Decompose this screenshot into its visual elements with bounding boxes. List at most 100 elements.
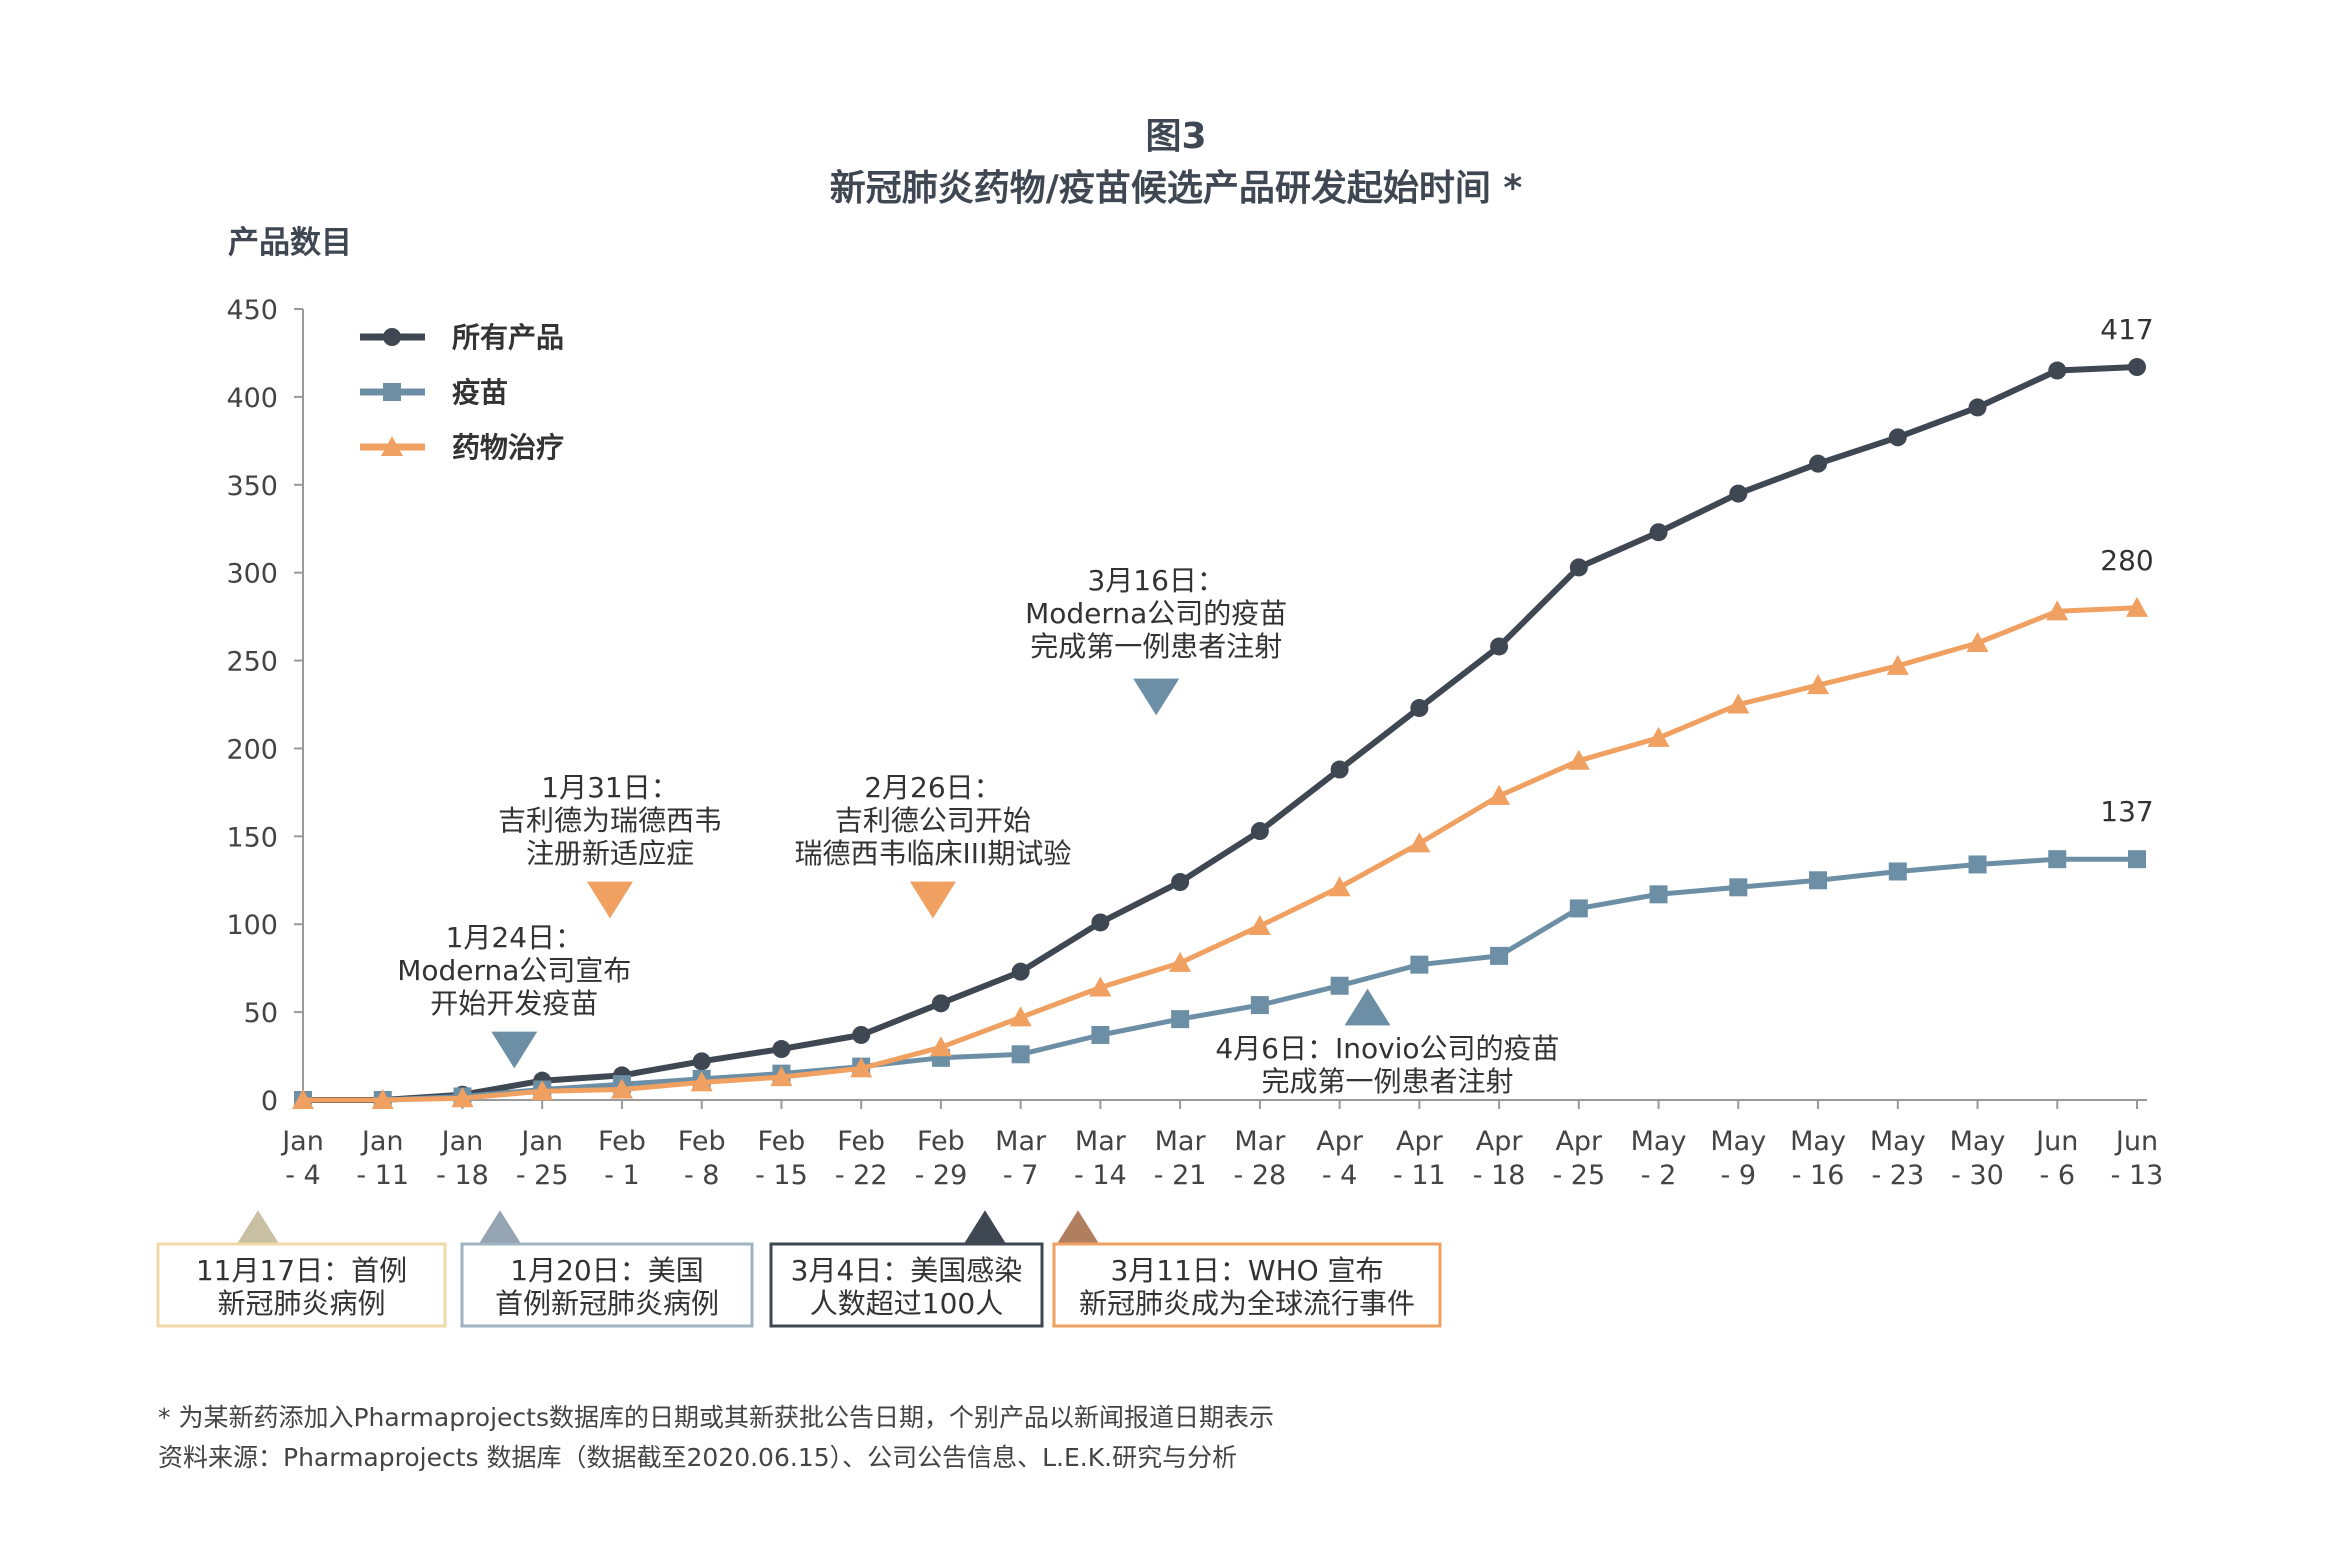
data-point [1011,1045,1030,1064]
data-point [451,1087,474,1108]
end-value-label: 137 [2100,795,2153,828]
data-point [2128,850,2146,869]
x-tick-label: May [1631,1126,1687,1157]
event-box-frame [460,1242,754,1328]
x-tick-label: Jun [2034,1126,2078,1157]
x-tick-label: Jan [280,1126,324,1157]
chart-title-line1: 图3 [1145,116,1206,157]
annotation-marker-triangle [1344,988,1391,1026]
series-layer: 417 137 280 [292,313,2154,1109]
x-tick-label: Jan [360,1126,404,1157]
x-tick-label: - 1 [604,1160,640,1191]
event-box-frame [156,1242,447,1328]
event-box-text: 新冠肺炎病例 [217,1287,385,1320]
series-line [303,605,2138,1103]
x-tick-label: - 7 [1003,1160,1039,1191]
y-tick-label: 350 [226,471,278,502]
data-point [770,1066,793,1087]
x-tick-label: - 15 [755,1160,808,1191]
x-tick-label: - 30 [1951,1160,2004,1191]
event-boxes: 11月17日：首例新冠肺炎病例1月20日：美国首例新冠肺炎病例3月4日：美国感染… [156,1210,1442,1328]
annotation-text: 注册新适应症 [526,837,694,870]
data-point [1567,749,1590,770]
data-point [931,994,950,1013]
data-point [1966,631,1989,652]
annotation-text: 完成第一例患者注射 [1030,630,1282,663]
data-point [1410,955,1429,974]
data-point [1408,832,1431,853]
y-tick-label: 450 [226,295,278,326]
data-point [772,1040,791,1059]
x-tick-label: May [1870,1126,1926,1157]
data-point [1250,996,1269,1015]
data-point [852,1025,871,1044]
end-value-label: 280 [2100,544,2153,577]
footnote: * 为某新药添加入Pharmaprojects数据库的日期或其新获批公告日期，个… [158,1403,1274,1432]
data-point [292,1089,314,1109]
data-point [1888,862,1907,881]
x-tick-label: - 13 [2111,1160,2164,1191]
y-tick-label: 100 [226,910,278,941]
x-tick-label: Feb [678,1126,726,1157]
data-point [1490,946,1509,965]
x-tick-label: Apr [1555,1126,1603,1157]
x-tick-label: May [1950,1126,2006,1157]
data-point [1091,1025,1110,1044]
annotation-text: 完成第一例患者注射 [1261,1065,1513,1098]
data-point [1009,1006,1032,1027]
annotation-text: 3月16日： [1087,564,1224,597]
data-point [1807,674,1830,695]
data-point [1886,654,1909,675]
event-box-text: 3月4日：美国感染 [791,1254,1023,1287]
data-point [610,1078,633,1099]
event-marker-triangle [237,1210,279,1244]
event-box-frame [1052,1242,1442,1328]
event-box-text: 1月20日：美国 [510,1254,703,1287]
annotation-text: Moderna公司宣布 [397,954,631,987]
event-box-text: 3月11日：WHO 宣布 [1110,1254,1383,1287]
data-point [929,1036,952,1057]
y-tick-label: 150 [226,822,278,853]
data-point [1171,1010,1190,1029]
data-point [2126,596,2148,617]
event-box-text: 首例新冠肺炎病例 [495,1287,719,1320]
x-tick-label: - 28 [1234,1160,1287,1191]
x-tick-label: - 22 [835,1160,888,1191]
data-point [1171,873,1190,892]
data-point [1328,876,1351,897]
data-point [1569,899,1588,918]
data-point [1569,558,1588,577]
x-tick-label: Jan [519,1126,563,1157]
x-tick-label: Mar [995,1126,1047,1157]
data-point [1727,693,1750,714]
data-point [371,1089,394,1109]
annotation-text: 瑞德西韦临床III期试验 [795,837,1072,870]
annotation-text: 吉利德公司开始 [835,804,1031,837]
source-note: 资料来源：Pharmaprojects 数据库（数据截至2020.06.15）、… [158,1443,1237,1472]
annotation-text: 开始开发疫苗 [430,987,598,1020]
x-tick-label: Apr [1476,1126,1524,1157]
data-point [1169,951,1192,972]
x-tick-label: Mar [1075,1126,1127,1157]
annotation-marker-triangle [909,881,956,919]
annotation-text: 2月26日： [864,771,1001,804]
legend-label: 药物治疗 [452,431,564,464]
x-tick-label: Jun [2114,1126,2158,1157]
series-line [303,856,2137,1103]
data-point [1809,871,1828,890]
legend-marker [383,328,401,346]
y-tick-label: 400 [226,383,278,414]
annotation-text: 吉利德为瑞德西韦 [498,804,722,837]
series-square [294,850,2146,1109]
x-tick-label: Mar [1234,1126,1286,1157]
x-tick-label: - 9 [1721,1160,1757,1191]
data-point [1729,484,1748,503]
